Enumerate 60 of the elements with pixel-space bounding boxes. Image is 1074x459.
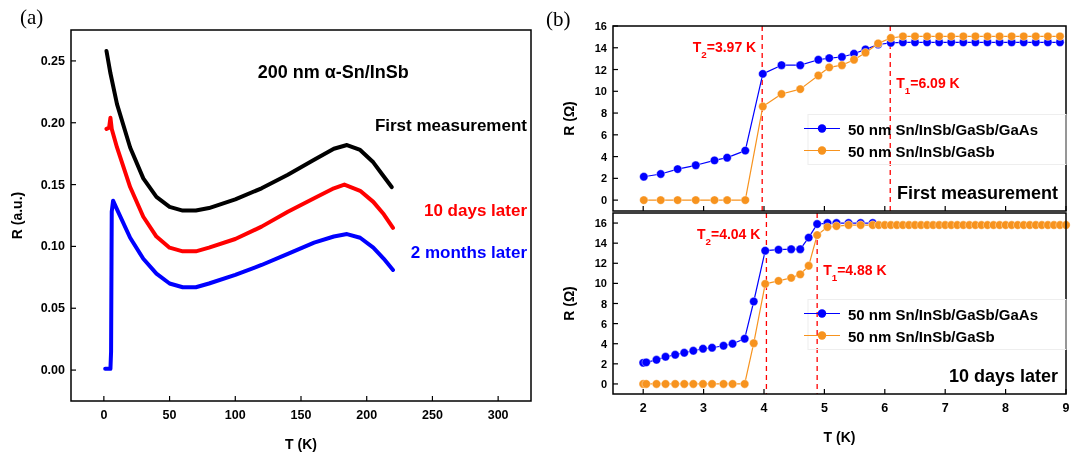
series-label: First measurement xyxy=(374,116,528,136)
x-axis-title: T (K) xyxy=(285,436,317,452)
legend-label: 50 nm Sn/InSb/GaSb xyxy=(848,142,995,160)
x-tick-label: 0 xyxy=(100,408,108,422)
y-tick-label: 8 xyxy=(600,107,607,120)
y-tick-label: 16 xyxy=(594,20,607,32)
x-tick-label: 5 xyxy=(820,401,828,415)
x-axis-title: T (K) xyxy=(823,429,856,445)
x-tick-label: 4 xyxy=(760,401,768,415)
annotation: First measurement xyxy=(896,183,1058,203)
y-tick-label: 0.25 xyxy=(40,53,66,68)
y-tick-label: 0.05 xyxy=(40,301,66,316)
x-tick-label: 9 xyxy=(1062,401,1070,415)
y-tick-label: 16 xyxy=(594,217,607,230)
series-label: 2 months later xyxy=(410,242,528,262)
y-tick-label: 2 xyxy=(600,172,607,185)
y-tick-label: 14 xyxy=(594,237,608,250)
x-tick-label: 50 xyxy=(162,408,177,422)
y-tick-label: 6 xyxy=(600,317,607,330)
x-tick-label: 8 xyxy=(1002,401,1010,415)
y-tick-label: 0.20 xyxy=(40,115,66,130)
ref-line-label: T$_{1}$=4.88 K xyxy=(823,262,887,283)
y-axis-title: R (Ω) xyxy=(561,101,577,136)
x-tick-label: 3 xyxy=(700,401,708,415)
legend-label: 50 nm Sn/InSb/GaSb xyxy=(848,327,995,345)
y-tick-label: 14 xyxy=(594,41,608,54)
x-tick-label: 100 xyxy=(224,408,246,422)
x-tick-label: 250 xyxy=(422,408,443,422)
legend-label: 50 nm Sn/InSb/GaSb/GaAs xyxy=(848,120,1039,138)
y-axis-title: R (a.u.) xyxy=(9,191,25,240)
ref-line-label: T$_{1}$=6.09 K xyxy=(896,75,960,96)
x-tick-label: 7 xyxy=(941,401,949,415)
y-tick-label: 0 xyxy=(600,377,607,390)
x-tick-label: 200 xyxy=(356,408,378,422)
chart-title: (b) xyxy=(546,7,571,31)
y-tick-label: 6 xyxy=(600,128,607,141)
y-tick-label: 4 xyxy=(600,337,608,350)
annotation: 10 days later xyxy=(948,366,1058,386)
y-tick-label: 0.10 xyxy=(40,239,66,254)
y-tick-label: 0 xyxy=(600,194,607,207)
x-tick-label: 300 xyxy=(487,408,509,422)
chart-title: (a) xyxy=(20,5,44,29)
y-axis-title: R (Ω) xyxy=(561,286,577,321)
ref-line-label: T$_{2}$=4.04 K xyxy=(696,226,761,247)
y-tick-label: 4 xyxy=(600,150,608,163)
x-tick-label: 2 xyxy=(639,401,647,415)
y-tick-label: 12 xyxy=(594,63,607,76)
y-tick-label: 8 xyxy=(600,297,607,310)
y-tick-label: 10 xyxy=(594,85,607,98)
y-tick-label: 2 xyxy=(600,357,607,370)
x-tick-label: 150 xyxy=(290,408,312,422)
series-label: 10 days later xyxy=(423,200,528,220)
y-tick-label: 0.15 xyxy=(40,177,66,192)
legend-label: 50 nm Sn/InSb/GaSb/GaAs xyxy=(848,305,1039,323)
y-tick-label: 12 xyxy=(594,257,607,270)
ref-line-label: T$_{2}$=3.97 K xyxy=(692,39,757,60)
annotation: 200 nm α-Sn/InSb xyxy=(257,62,409,82)
y-tick-label: 0.00 xyxy=(40,363,66,378)
x-tick-label: 6 xyxy=(881,401,889,415)
y-tick-label: 10 xyxy=(594,277,607,290)
